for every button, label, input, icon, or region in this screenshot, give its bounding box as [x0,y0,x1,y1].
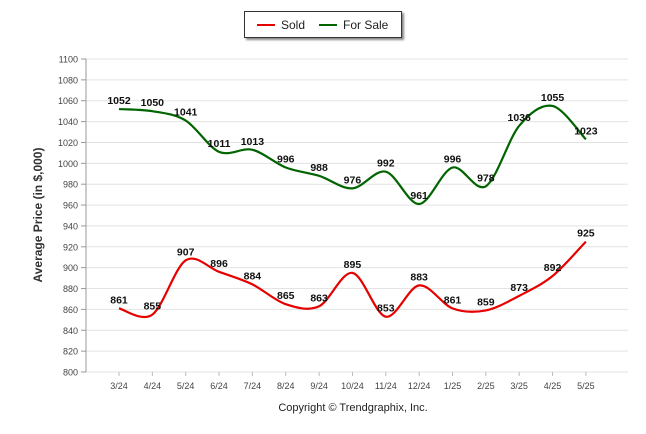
y-tick-label: 800 [63,368,78,378]
grid-lines [81,58,628,376]
y-tick-label: 920 [63,242,78,252]
y-tick-label: 1060 [58,96,78,106]
y-tick-label: 1080 [58,75,78,85]
data-label-for-sale: 996 [444,154,462,166]
data-label-for-sale: 1052 [107,95,131,107]
y-tick-label: 940 [63,221,78,231]
data-label-sold: 907 [177,246,195,258]
y-axis-ticks: 800 820 840 860 880 900 920 940 960 980 1000 1020 10… [58,55,78,378]
data-label-sold: 895 [344,259,362,271]
copyright-text: Copyright © Trendgraphix, Inc. [278,402,428,414]
data-label-for-sale: 961 [410,190,428,202]
data-label-sold: 896 [210,258,228,270]
y-tick-label: 1000 [58,159,78,169]
data-labels: 861 855 907 896 884 865 863 895 853 883 861 859 873 8… [107,92,597,315]
x-tick-label: 5/24 [177,381,195,391]
y-tick-label: 860 [63,305,78,315]
data-label-sold: 883 [410,271,428,283]
data-label-sold: 884 [244,270,262,282]
y-tick-label: 1100 [59,55,78,65]
data-label-sold: 873 [510,282,528,294]
data-label-sold: 861 [444,294,462,306]
series-line-sold [118,240,587,319]
y-tick-label: 880 [63,284,78,294]
data-label-for-sale: 1055 [541,92,565,104]
data-label-sold: 855 [144,301,162,313]
x-tick-label: 12/24 [408,381,431,391]
data-label-sold: 863 [310,292,328,304]
legend-label-for-sale: For Sale [343,18,389,32]
legend-label-sold: Sold [281,18,306,32]
x-tick-label: 7/24 [244,381,262,391]
data-label-for-sale: 996 [277,154,295,166]
data-label-sold: 861 [110,294,128,306]
data-label-for-sale: 1011 [208,138,231,150]
legend-item-for-sale[interactable]: For Sale [319,18,388,32]
x-tick-label: 8/24 [277,381,295,391]
legend-item-sold[interactable]: Sold [257,18,305,32]
data-label-for-sale: 1050 [141,97,165,109]
x-tick-label: 4/25 [544,381,562,391]
legend-swatch-for-sale [319,24,337,26]
y-tick-label: 1040 [58,117,78,127]
y-tick-label: 820 [63,347,78,357]
x-tick-label: 3/24 [110,381,128,391]
x-tick-label: 9/24 [310,381,328,391]
data-label-for-sale: 1041 [174,107,198,119]
data-label-sold: 925 [577,228,595,240]
legend: Sold For Sale [244,11,402,38]
data-label-for-sale: 978 [477,172,495,184]
data-label-sold: 859 [477,296,495,308]
data-label-sold: 865 [277,290,295,302]
x-tick-label: 4/24 [144,381,162,391]
x-axis-ticks: 3/24 4/24 5/24 6/24 7/24 8/24 9/24 10/24 11/24 12… [110,381,594,391]
y-tick-label: 900 [63,263,78,273]
x-tick-label: 10/24 [341,381,364,391]
data-label-for-sale: 1036 [508,112,532,124]
data-label-for-sale: 988 [310,162,328,174]
series-lines [118,104,587,319]
data-label-sold: 853 [377,303,395,315]
y-tick-label: 840 [63,326,78,336]
legend-swatch-sold [257,24,275,26]
y-tick-label: 980 [63,180,78,190]
y-tick-label: 1020 [58,138,78,148]
x-tick-label: 5/25 [577,381,595,391]
x-tick-label: 2/25 [477,381,495,391]
x-tick-label: 11/24 [375,381,397,391]
x-tick-label: 6/24 [210,381,228,391]
data-label-for-sale: 1013 [241,136,265,148]
data-label-for-sale: 1023 [574,125,598,137]
data-label-for-sale: 992 [377,158,395,170]
y-tick-label: 960 [63,201,78,211]
data-label-for-sale: 976 [344,174,362,186]
x-tick-label: 3/25 [510,381,528,391]
series-line-for-sale [118,104,587,206]
y-axis-label: Average Price (in $,000) [31,147,45,283]
data-label-sold: 892 [544,262,562,274]
x-tick-label: 1/25 [444,381,462,391]
